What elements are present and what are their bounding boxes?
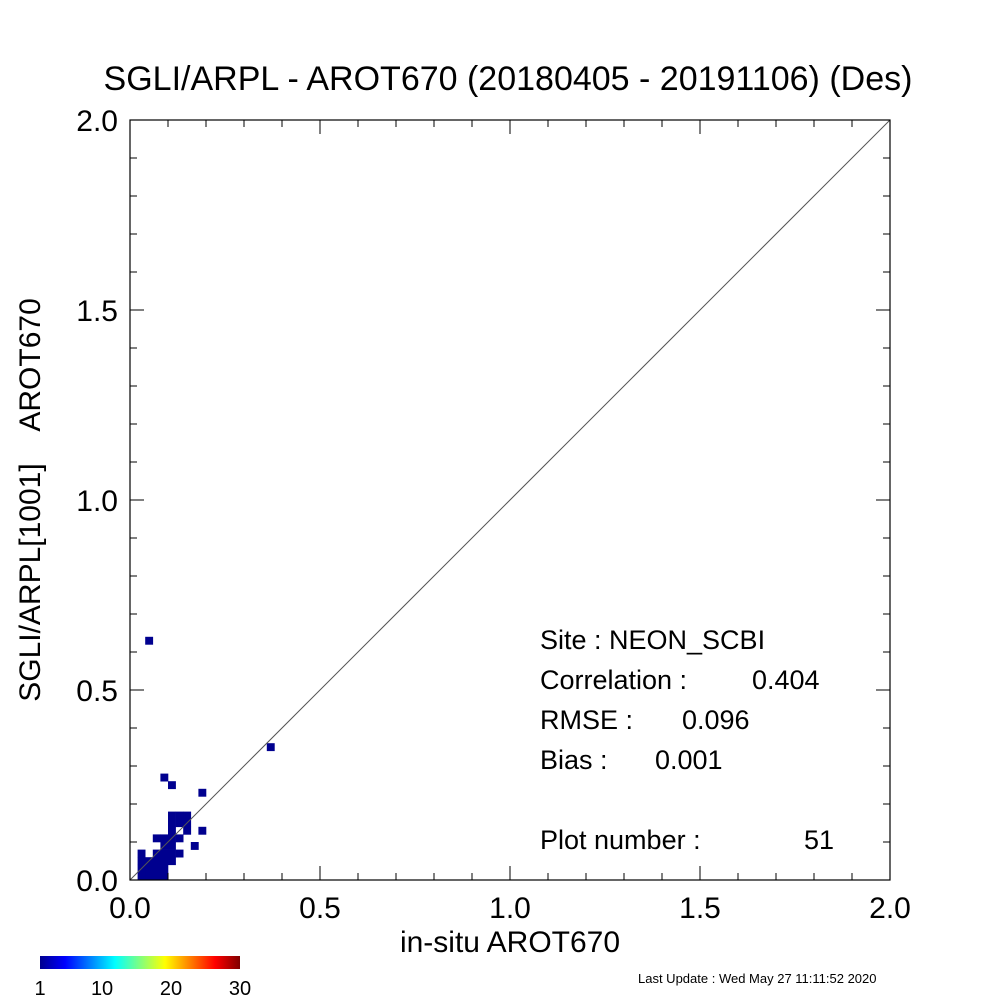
density-cell (175, 849, 184, 858)
density-cell (137, 849, 146, 858)
x-axis-label: in-situ AROT670 (400, 926, 620, 959)
rmse-value: 0.096 (682, 705, 750, 735)
site-label: Site : NEON_SCBI (540, 625, 765, 655)
density-cell (168, 781, 176, 790)
colorbar-tick-label: 10 (91, 978, 113, 1000)
tick-labels: 0.0 0.5 1.0 1.5 2.0 0.0 0.5 1.0 1.5 2.0 (76, 105, 911, 925)
plot-frame (129, 119, 891, 881)
density-cell (145, 864, 154, 873)
density-cell (137, 857, 146, 866)
density-cell (145, 872, 154, 881)
density-cell (137, 872, 146, 881)
y-axis-label: SGLI/ARPL[1001] AROT670 (14, 298, 47, 702)
colorbar-tick-label: 30 (229, 978, 251, 1000)
chart-title: SGLI/ARPL - AROT670 (20180405 - 20191106… (104, 60, 913, 98)
density-cell (190, 842, 199, 850)
one-to-one-line (129, 119, 891, 881)
density-cell (175, 834, 184, 843)
x-tick-label: 2.0 (869, 892, 911, 925)
density-cell (266, 743, 275, 752)
density-cell (160, 857, 169, 866)
bias-label: Bias : (540, 745, 608, 775)
density-cell (168, 857, 176, 866)
plot-number-label: Plot number : (540, 825, 701, 855)
density-cell (183, 826, 192, 835)
stats-panel: Site : NEON_SCBI Correlation : 0.404 RMS… (540, 625, 834, 855)
density-cell (183, 811, 192, 820)
density-cell (160, 773, 169, 782)
colorbar-tick-label: 20 (160, 978, 182, 1000)
density-cell (160, 872, 169, 881)
density-cell (168, 811, 176, 820)
density-cell (152, 834, 161, 843)
correlation-value: 0.404 (752, 665, 820, 695)
last-update-timestamp: Last Update : Wed May 27 11:11:52 2020 (638, 971, 877, 986)
density-cell (175, 819, 184, 828)
bias-value: 0.001 (655, 745, 723, 775)
rmse-label: RMSE : (540, 705, 633, 735)
y-tick-label: 1.5 (76, 295, 118, 328)
y-tick-label: 1.0 (76, 485, 118, 518)
density-cell (152, 864, 161, 873)
density-cell (198, 788, 207, 797)
colorbar-tick-label: 1 (34, 978, 45, 1000)
density-cell (168, 849, 176, 858)
colorbar-labels: 1 10 20 30 (34, 978, 251, 1000)
density-cell (152, 857, 161, 866)
plot-number-value: 51 (804, 825, 834, 855)
correlation-label: Correlation : (540, 665, 687, 695)
density-cell (198, 826, 207, 835)
density-cell (152, 872, 161, 881)
density-cell (160, 864, 169, 873)
density-cell (175, 811, 184, 820)
density-cell (168, 819, 176, 828)
x-tick-label: 0.0 (109, 892, 151, 925)
density-cell (168, 842, 176, 850)
density-cells (137, 636, 275, 881)
x-tick-label: 0.5 (299, 892, 341, 925)
density-cell (168, 826, 176, 835)
y-tick-label: 0.0 (76, 865, 118, 898)
y-tick-label: 2.0 (76, 105, 118, 138)
x-tick-label: 1.0 (489, 892, 531, 925)
density-cell (160, 849, 169, 858)
colorbar (40, 956, 240, 969)
density-cell (160, 834, 169, 843)
density-cell (145, 636, 154, 645)
x-tick-label: 1.5 (679, 892, 721, 925)
y-tick-label: 0.5 (76, 675, 118, 708)
